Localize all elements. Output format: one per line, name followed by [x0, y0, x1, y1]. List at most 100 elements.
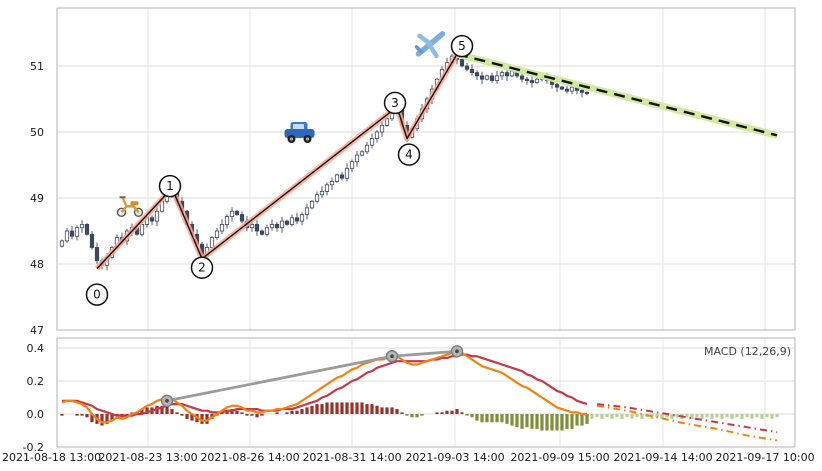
date-axis-tick: 2021-09-17 10:00 — [715, 451, 814, 464]
projected-histogram-bar — [695, 414, 699, 418]
histogram-bar — [520, 414, 524, 429]
histogram-bar — [60, 414, 64, 416]
candle-body — [534, 78, 540, 83]
candle-body — [89, 233, 95, 248]
panel-borders — [56, 7, 796, 448]
histogram-bar — [490, 414, 494, 423]
histogram-bar — [140, 409, 144, 414]
projection-line — [456, 50, 778, 139]
histogram-bar — [90, 414, 94, 423]
projected-histogram-bar — [715, 414, 719, 418]
candle-body — [59, 240, 65, 247]
histogram-bar — [175, 412, 179, 414]
candle-body — [464, 65, 470, 70]
histogram-bar — [480, 414, 484, 423]
candle-body — [69, 230, 75, 237]
histogram-bar — [365, 404, 369, 414]
histogram-bar — [255, 414, 259, 418]
histogram-bar — [85, 414, 89, 418]
histogram-bar — [290, 410, 294, 414]
histogram-bar — [170, 409, 174, 414]
candle-body — [384, 118, 390, 126]
candle-body — [249, 223, 255, 229]
candle-body — [554, 84, 560, 88]
projected-histogram-bar — [655, 414, 659, 418]
candle-body — [234, 210, 240, 215]
date-axis-tick: 2021-09-14 14:00 — [613, 451, 712, 464]
candle-body — [519, 75, 525, 80]
candle-body — [374, 131, 380, 139]
projected-histogram-bar — [770, 414, 774, 419]
histogram-bar — [260, 414, 264, 416]
histogram-bar — [80, 414, 84, 416]
candle-body — [279, 220, 285, 229]
price-axis-tick: 48 — [30, 258, 44, 271]
projected-histogram-bar — [745, 414, 749, 418]
candle-body — [559, 86, 565, 90]
projected-histogram-bar — [735, 414, 739, 418]
candle-body — [379, 125, 385, 133]
histogram-bar — [240, 412, 244, 414]
histogram-bar — [510, 414, 514, 426]
histogram-bar — [160, 405, 164, 414]
wave-point-circle — [190, 256, 214, 279]
histogram-bar — [555, 414, 559, 431]
projected-histogram-bar — [630, 414, 634, 419]
price-axis-tick: 49 — [30, 192, 44, 205]
histogram-bar — [200, 414, 204, 424]
histogram-bar — [250, 414, 254, 416]
macd-axis-tick: 0.4 — [27, 342, 45, 355]
signal-projection-line — [596, 403, 778, 434]
candle-body — [224, 216, 230, 225]
projected-histogram-bar — [685, 414, 689, 418]
candle-body — [264, 227, 270, 235]
histogram-bar — [525, 414, 529, 428]
candle-body — [489, 75, 495, 81]
price-axis-tick: 51 — [30, 60, 44, 73]
projected-histogram-bar — [660, 414, 664, 419]
candle-body — [149, 217, 155, 222]
candle-body — [504, 72, 510, 77]
histogram-bar — [460, 412, 464, 414]
histogram-bar — [440, 412, 444, 414]
macd-axis-tick: 0.2 — [27, 375, 45, 388]
histogram-bar — [375, 405, 379, 414]
impulse-wave-line — [94, 52, 460, 271]
histogram-bar — [330, 402, 334, 414]
date-axis-tick: 2021-08-26 14:00 — [200, 451, 299, 464]
histogram-bar — [335, 402, 339, 414]
histogram-bar — [180, 414, 184, 416]
histogram-bar — [325, 402, 329, 414]
projected-histogram-bar — [760, 414, 764, 419]
histogram-bar — [575, 414, 579, 426]
date-axis-tick: 2021-08-18 13:00 — [2, 451, 101, 464]
candle-body — [319, 190, 325, 196]
wave-point-number: 3 — [391, 96, 399, 110]
macd-axis-tick: -0.2 — [23, 441, 44, 454]
candle-body — [459, 59, 465, 67]
candle-body — [299, 214, 305, 222]
histogram-bar — [445, 410, 449, 414]
candle-body — [494, 75, 500, 81]
projected-histogram-bar — [755, 414, 759, 418]
histogram-bar — [485, 414, 489, 423]
wave-point-number: 2 — [198, 261, 206, 275]
macd-indicator-label: MACD (12,26,9) — [703, 345, 791, 358]
candle-body — [229, 210, 235, 217]
projected-histogram-bar — [775, 414, 779, 418]
candle-body — [154, 210, 160, 222]
candle-body — [74, 227, 80, 237]
candle-body — [354, 154, 360, 163]
projected-histogram-bar — [700, 414, 704, 419]
candle-body — [254, 223, 260, 232]
candlesticks — [59, 52, 590, 271]
histogram-bar — [535, 414, 539, 429]
histogram-bar — [285, 412, 289, 414]
candle-body — [524, 78, 530, 81]
histogram-bar — [380, 407, 384, 414]
wave-point-number: 5 — [458, 39, 466, 53]
wave-point-number: 0 — [93, 288, 101, 302]
candle-body — [334, 174, 340, 182]
projected-histogram-bar — [590, 414, 594, 419]
